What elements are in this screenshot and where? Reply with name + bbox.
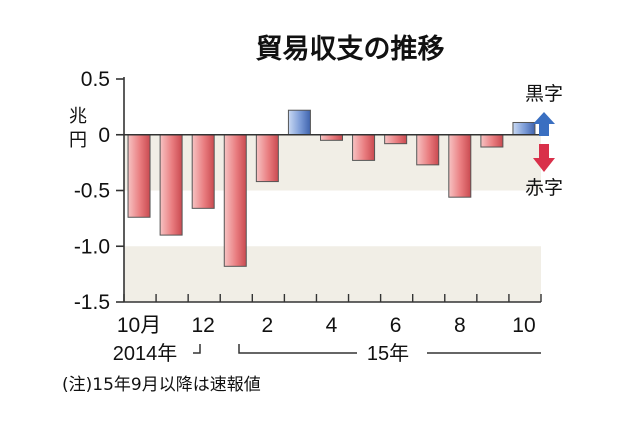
y-tick-label: 0 bbox=[98, 124, 110, 147]
background-bands bbox=[124, 134, 541, 302]
x-tick-label: 12 bbox=[192, 314, 215, 337]
y-tick-label: -0.5 bbox=[74, 180, 110, 203]
band-0-to-minus-0.5 bbox=[124, 134, 541, 191]
bar-2015-09 bbox=[480, 134, 504, 148]
band-minus-1-to-minus-1.5 bbox=[124, 246, 541, 302]
year-label-2014: 2014年 bbox=[113, 342, 178, 365]
y-unit-char-2: 円 bbox=[69, 130, 87, 151]
chart-title: 貿易収支の推移 bbox=[256, 34, 445, 65]
bar-2015-06 bbox=[384, 134, 408, 145]
bars bbox=[124, 109, 541, 267]
y-unit-char-1: 兆 bbox=[69, 106, 87, 127]
year-bracket-2014 bbox=[193, 344, 201, 354]
x-tick-label: 8 bbox=[454, 314, 466, 337]
x-tick-label: 2 bbox=[262, 314, 274, 337]
y-tick-label: -1.5 bbox=[74, 291, 110, 314]
y-tick-label: -1.0 bbox=[74, 235, 110, 258]
bar-2015-03 bbox=[287, 109, 311, 136]
bar-2015-04 bbox=[320, 134, 343, 141]
bar-2015-02 bbox=[255, 134, 279, 183]
x-axis: 10月 12 2 4 6 8 10 bbox=[117, 294, 542, 337]
y-tick-label: 0.5 bbox=[81, 68, 110, 91]
y-axis: 0.5 0 -0.5 -1.0 -1.5 bbox=[74, 68, 125, 314]
legend-deficit: 赤字 bbox=[525, 144, 563, 199]
bar-2015-10 bbox=[512, 121, 536, 136]
x-tick-label: 10月 bbox=[117, 314, 161, 337]
bar-2014-11 bbox=[159, 134, 183, 236]
footnote: (注)15年9月以降は速報値 bbox=[62, 375, 261, 395]
x-tick-label: 6 bbox=[390, 314, 402, 337]
down-arrow-icon bbox=[533, 144, 555, 172]
bar-2015-01 bbox=[223, 134, 247, 267]
year-bracket-2015-left bbox=[238, 344, 357, 354]
bar-2014-12 bbox=[191, 134, 215, 209]
legend-deficit-label: 赤字 bbox=[525, 177, 563, 199]
legend-surplus: 黒字 bbox=[525, 83, 563, 136]
bar-2015-07 bbox=[416, 134, 440, 166]
year-label-2015: 15年 bbox=[367, 342, 409, 365]
bar-2015-05 bbox=[352, 134, 376, 161]
bar-2014-10 bbox=[127, 134, 151, 218]
x-tick-label: 10 bbox=[512, 314, 535, 337]
x-tick-label: 4 bbox=[326, 314, 338, 337]
bar-2015-08 bbox=[448, 134, 472, 198]
legend-surplus-label: 黒字 bbox=[525, 83, 563, 105]
up-arrow-icon bbox=[533, 112, 555, 136]
